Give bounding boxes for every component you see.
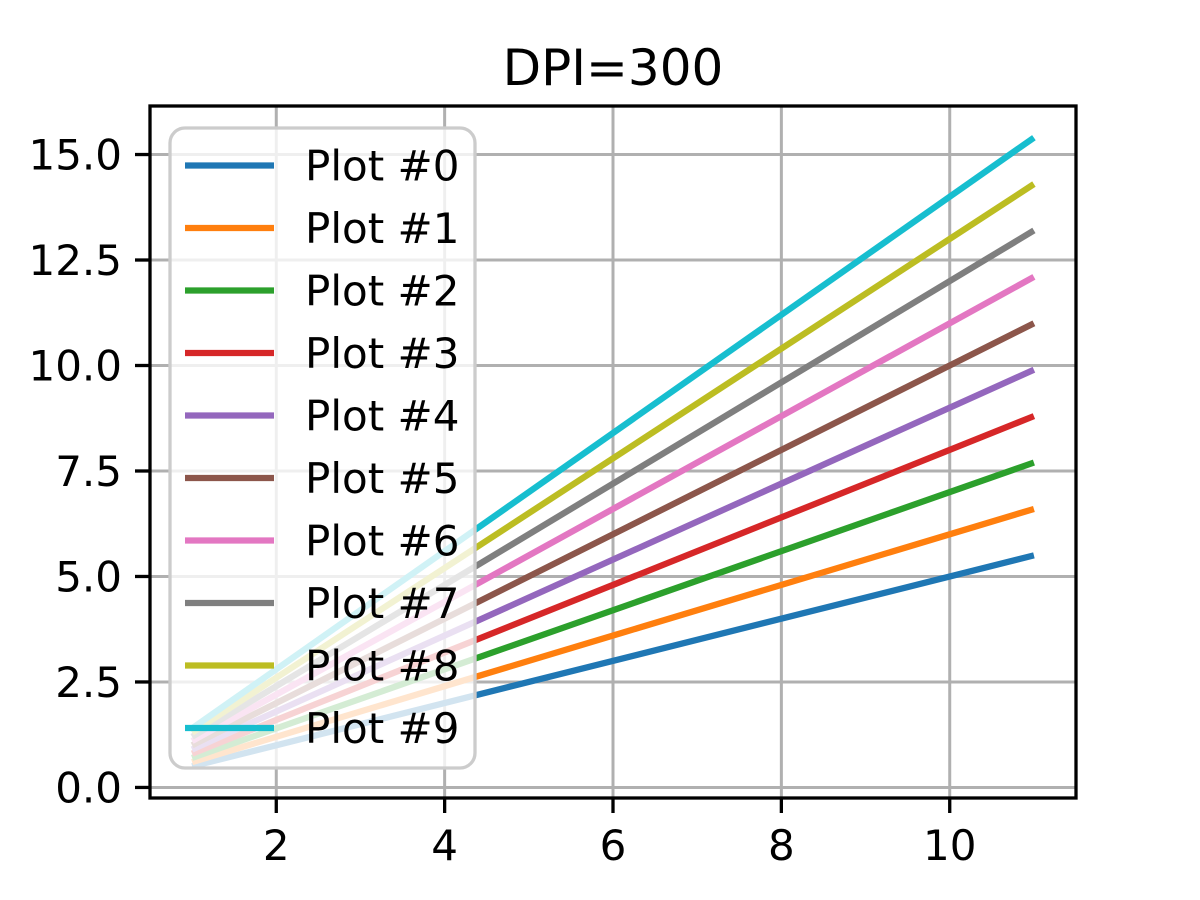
legend-label-7: Plot #7 [305, 579, 459, 628]
legend-label-2: Plot #2 [305, 267, 459, 316]
legend-label-3: Plot #3 [305, 329, 459, 378]
y-tick-label: 5.0 [55, 552, 122, 601]
x-tick-label: 2 [263, 821, 290, 870]
y-tick-label: 15.0 [28, 131, 122, 180]
chart-title: DPI=300 [503, 39, 724, 97]
y-tick-label: 7.5 [55, 447, 122, 496]
legend-label-6: Plot #6 [305, 517, 459, 566]
legend-label-8: Plot #8 [305, 642, 459, 691]
legend-label-1: Plot #1 [305, 204, 459, 253]
legend-label-9: Plot #9 [305, 704, 459, 753]
legend-label-4: Plot #4 [305, 392, 459, 441]
y-tick-label: 2.5 [55, 658, 122, 707]
x-tick-label: 10 [923, 821, 976, 870]
y-tick-label: 12.5 [28, 236, 122, 285]
y-tick-label: 0.0 [55, 763, 122, 812]
legend-label-5: Plot #5 [305, 454, 459, 503]
x-tick-label: 4 [431, 821, 458, 870]
y-tick-label: 10.0 [28, 342, 122, 391]
legend-label-0: Plot #0 [305, 142, 459, 191]
x-tick-label: 6 [600, 821, 627, 870]
x-tick-label: 8 [768, 821, 795, 870]
